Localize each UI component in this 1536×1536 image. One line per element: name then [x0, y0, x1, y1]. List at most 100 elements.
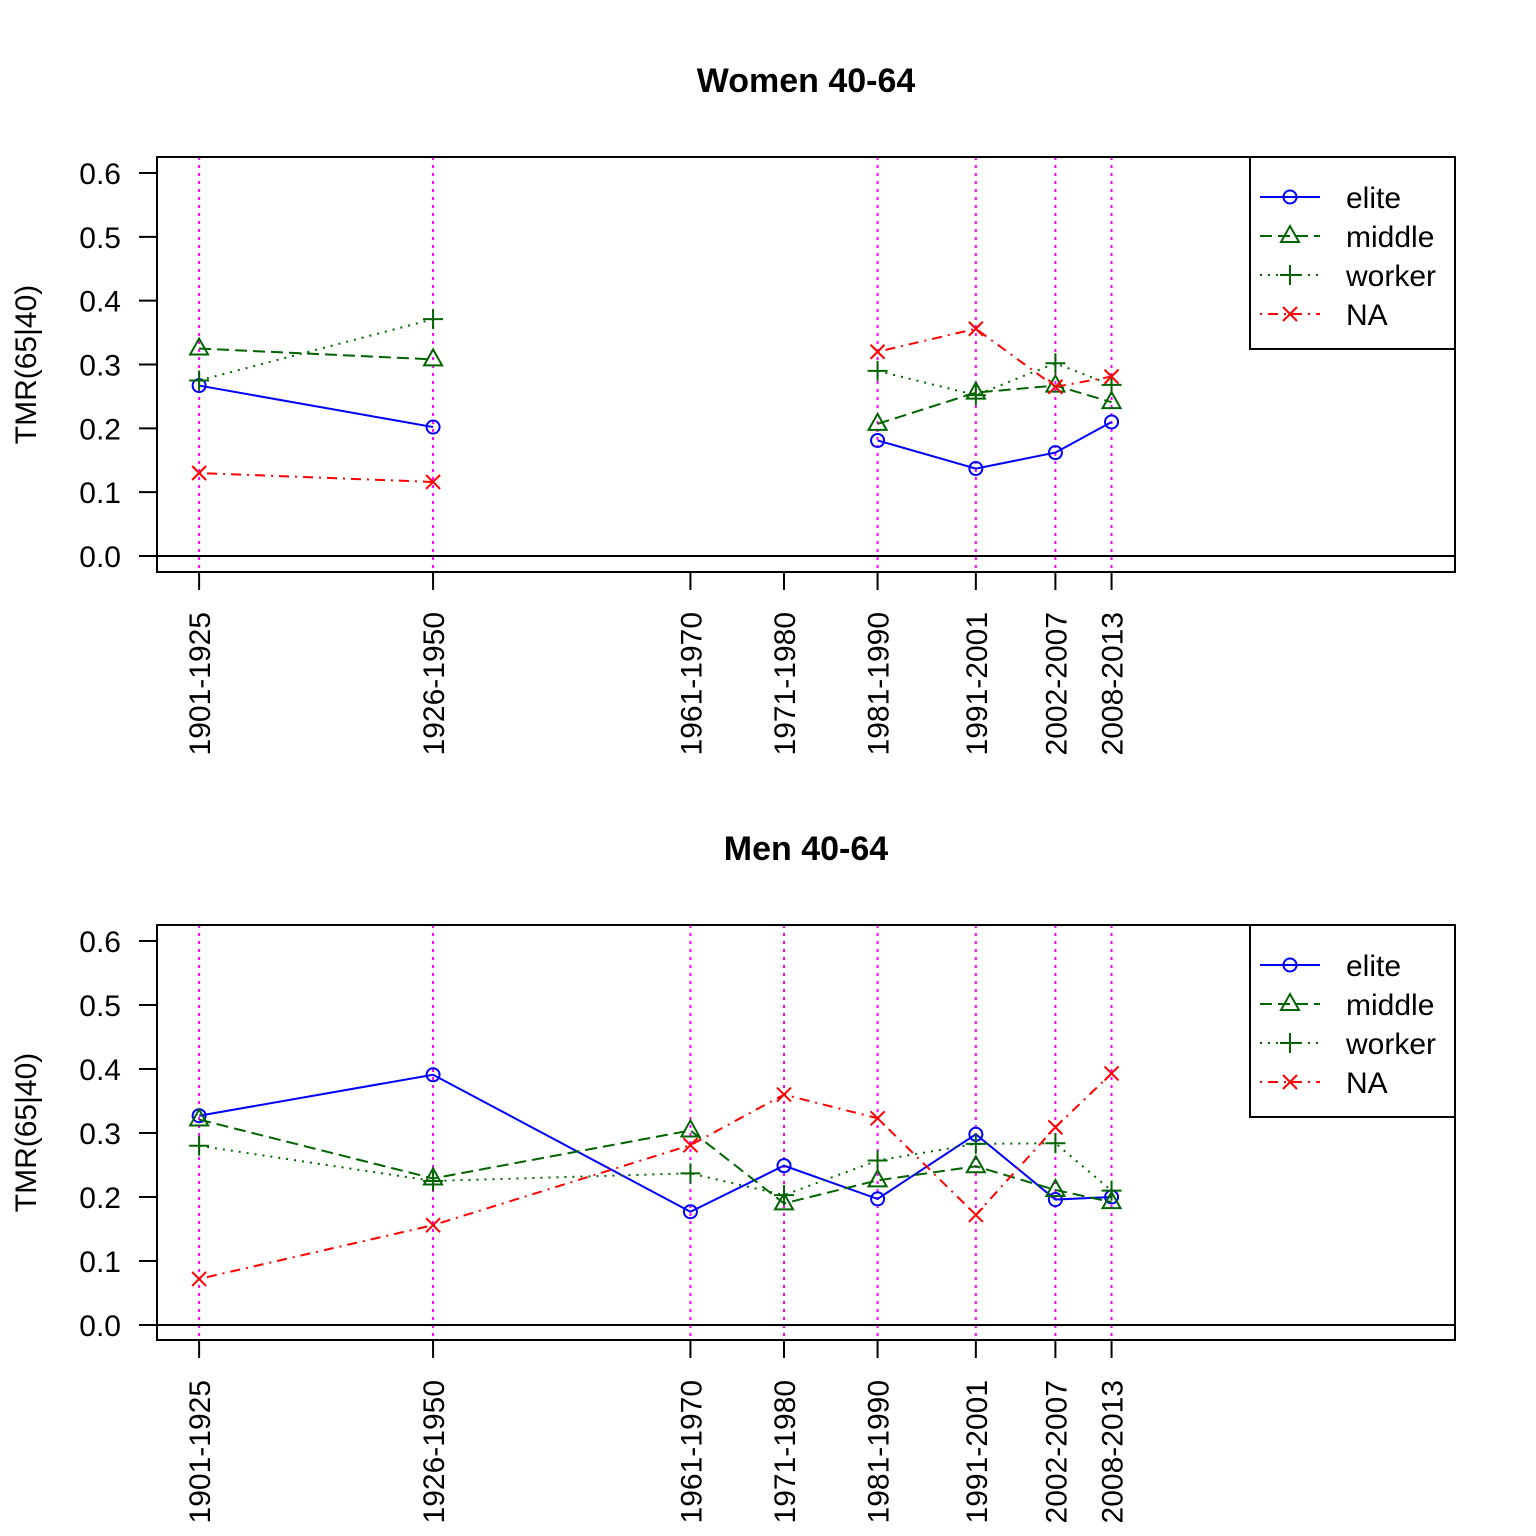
- legend-label: elite: [1346, 182, 1401, 215]
- series-middle: [188, 336, 1123, 431]
- series-line: [198, 1118, 1112, 1205]
- legend-marker: [1279, 223, 1301, 243]
- x-tick-label: 2002-2007: [1040, 612, 1073, 755]
- series-line: [198, 1072, 1113, 1280]
- y-tick-label: 0.0: [79, 1310, 121, 1343]
- series-line: [199, 472, 434, 483]
- data-point: [870, 1191, 886, 1207]
- x-tick-label: 2008-2013: [1097, 612, 1130, 755]
- data-point: [682, 1204, 698, 1220]
- data-point: [968, 461, 984, 477]
- data-point: [968, 321, 984, 337]
- data-point: [965, 1154, 987, 1174]
- y-tick-label: 0.6: [79, 926, 121, 959]
- legend-label: middle: [1346, 989, 1434, 1022]
- legend-label: NA: [1346, 299, 1388, 332]
- data-point: [425, 1067, 441, 1083]
- legend-marker: [1282, 306, 1298, 322]
- data-point: [188, 336, 210, 356]
- data-point: [1045, 353, 1066, 374]
- data-point: [1047, 1192, 1063, 1208]
- y-tick-label: 0.6: [79, 158, 121, 191]
- data-point: [191, 465, 207, 481]
- series-line: [198, 384, 434, 429]
- data-point: [1101, 374, 1122, 395]
- y-tick-label: 0.3: [79, 1118, 121, 1151]
- x-tick-label: 1961-1970: [675, 612, 708, 755]
- series-middle: [188, 1107, 1123, 1211]
- data-point: [866, 411, 889, 431]
- x-tick-label: 1991-2001: [961, 612, 994, 755]
- data-point: [776, 1086, 792, 1103]
- x-tick-label: 1971-1980: [769, 1380, 802, 1523]
- y-tick-label: 0.4: [79, 286, 121, 319]
- legend-box: [1249, 156, 1456, 350]
- data-point: [965, 1133, 986, 1154]
- data-point: [189, 370, 210, 391]
- data-point: [773, 1191, 795, 1211]
- legend-label: elite: [1346, 950, 1401, 983]
- y-tick-label: 0.2: [79, 1182, 121, 1215]
- legend-marker: [1279, 991, 1301, 1011]
- x-tick-label: 1901-1925: [184, 612, 217, 755]
- data-point: [1047, 445, 1063, 461]
- series-elite: [191, 378, 1120, 477]
- series-line: [198, 318, 434, 382]
- data-point: [191, 1271, 207, 1287]
- series-line: [877, 384, 1112, 425]
- series-line: [198, 1142, 1113, 1197]
- data-point: [867, 1150, 888, 1171]
- data-point: [188, 1107, 210, 1127]
- legend: elite middle worker NA: [1249, 156, 1456, 350]
- data-point: [680, 1163, 701, 1184]
- chart-title: Women 40-64: [697, 62, 916, 100]
- data-point: [422, 347, 444, 367]
- data-point: [425, 419, 441, 435]
- y-tick-label: 0.3: [79, 350, 121, 383]
- legend-label: worker: [1345, 1028, 1436, 1061]
- data-point: [425, 1217, 441, 1233]
- data-point: [1100, 1190, 1123, 1210]
- legend-marker: [1282, 189, 1298, 205]
- data-point: [870, 432, 886, 448]
- chart-panel-1: Women 40-64 0.0 0.1 0.2 0.3 0.4 0.5 0.6 TMR(65|4…: [10, 62, 1456, 755]
- series-worker: [189, 1133, 1122, 1206]
- legend-label: worker: [1345, 260, 1436, 293]
- x-tick-label: 1991-2001: [961, 1380, 994, 1523]
- series-worker: [189, 309, 1122, 406]
- x-tick-label: 1961-1970: [675, 1380, 708, 1523]
- data-point: [776, 1158, 792, 1174]
- series-line: [877, 421, 1113, 470]
- legend-marker: [1280, 265, 1300, 285]
- data-point: [679, 1118, 702, 1138]
- x-tick-label: 1971-1980: [769, 612, 802, 755]
- y-axis-label: TMR(65|40): [10, 1053, 43, 1213]
- y-tick-label: 0.1: [79, 477, 121, 510]
- data-point: [1047, 1119, 1064, 1135]
- x-tick-label: 1981-1990: [863, 612, 896, 755]
- data-point: [682, 1137, 699, 1153]
- series-line: [198, 1073, 1112, 1213]
- legend: elite middle worker NA: [1249, 924, 1456, 1118]
- y-tick-label: 0.5: [79, 222, 121, 255]
- series-elite: [191, 1067, 1120, 1220]
- series-NA: [191, 1065, 1120, 1287]
- x-tick-label: 1926-1950: [418, 612, 451, 755]
- y-axis-label: TMR(65|40): [10, 285, 43, 445]
- data-point: [423, 1171, 444, 1191]
- legend-marker: [1282, 1074, 1298, 1090]
- data-point: [968, 1207, 984, 1223]
- legend-label: middle: [1346, 221, 1434, 254]
- data-point: [1100, 390, 1123, 410]
- chart-title: Men 40-64: [724, 830, 888, 868]
- legend-marker: [1282, 957, 1298, 973]
- data-point: [423, 309, 444, 330]
- y-tick-label: 0.2: [79, 413, 121, 446]
- series-line: [877, 362, 1112, 397]
- series-line: [877, 327, 1112, 388]
- data-point: [425, 474, 441, 490]
- data-point: [1044, 1177, 1067, 1197]
- data-point: [1047, 379, 1064, 395]
- data-point: [1101, 1180, 1122, 1201]
- data-point: [867, 360, 888, 381]
